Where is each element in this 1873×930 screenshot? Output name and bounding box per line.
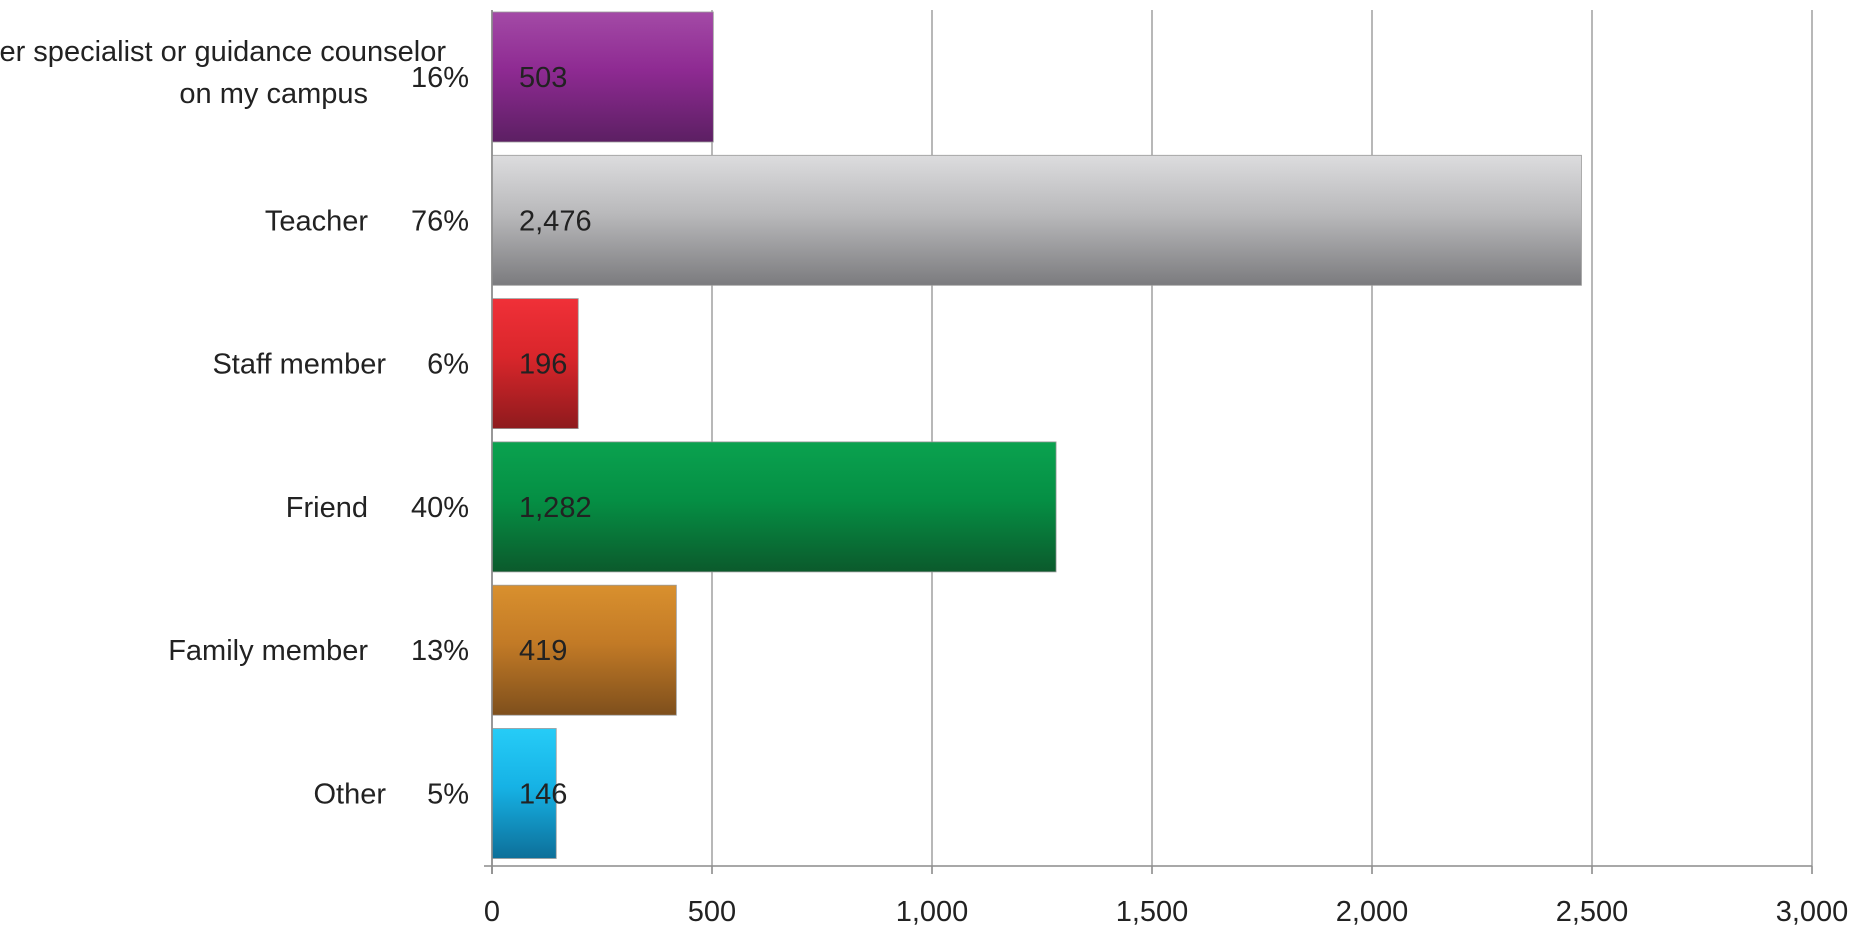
x-tick-label: 1,000 bbox=[896, 896, 969, 928]
percent-label: 6% bbox=[427, 349, 469, 381]
value-label: 503 bbox=[519, 62, 567, 94]
percent-label: 76% bbox=[411, 205, 469, 237]
value-label: 419 bbox=[519, 635, 567, 667]
x-tick-label: 3,000 bbox=[1776, 896, 1849, 928]
value-label: 2,476 bbox=[519, 205, 592, 237]
axes bbox=[484, 10, 1813, 874]
bar bbox=[491, 441, 1057, 573]
labels: 503 16% 2,476 76% 196 6% 1,282 40% 419 13% 146 5% Ca… bbox=[0, 36, 1848, 928]
percent-label: 40% bbox=[411, 492, 469, 524]
value-label: 146 bbox=[519, 779, 567, 811]
category-label: Family member bbox=[168, 635, 368, 667]
percent-label: 16% bbox=[411, 62, 469, 94]
category-label: Career specialist or guidance counseloro… bbox=[0, 36, 446, 110]
x-tick-label: 1,500 bbox=[1116, 896, 1189, 928]
x-tick-label: 0 bbox=[484, 896, 500, 928]
bar bbox=[491, 298, 579, 430]
x-tick-label: 500 bbox=[688, 896, 736, 928]
bar bbox=[491, 584, 677, 716]
bar bbox=[491, 11, 714, 143]
category-label: Teacher bbox=[265, 205, 369, 237]
category-label: Staff member bbox=[212, 349, 386, 381]
percent-label: 5% bbox=[427, 779, 469, 811]
x-tick-label: 2,500 bbox=[1556, 896, 1629, 928]
x-tick-label: 2,000 bbox=[1336, 896, 1409, 928]
bar bbox=[491, 154, 1582, 286]
gridlines bbox=[491, 10, 1813, 866]
bars bbox=[491, 11, 1582, 859]
value-label: 1,282 bbox=[519, 492, 592, 524]
category-label: Friend bbox=[286, 492, 368, 524]
bar bbox=[491, 728, 557, 859]
category-label: Other bbox=[313, 779, 386, 811]
percent-label: 13% bbox=[411, 635, 469, 667]
value-label: 196 bbox=[519, 349, 567, 381]
